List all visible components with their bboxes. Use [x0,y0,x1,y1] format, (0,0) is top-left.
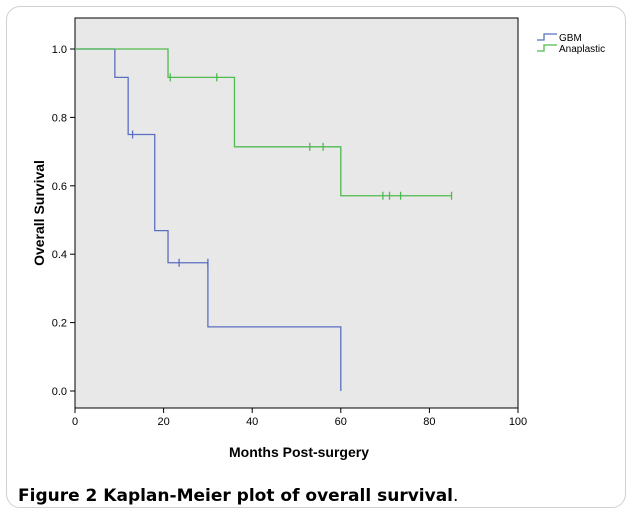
y-tick-label: 0.0 [52,386,67,398]
legend-label: GBM [559,33,582,44]
y-tick-label: 0.6 [52,181,67,193]
km-chart: 0.0 0.2 0.4 0.6 0.8 1.0 0 20 40 60 80 100 Overall … [31,17,605,460]
y-axis-label: Overall Survival [31,160,47,266]
legend-swatch [537,44,557,52]
legend-label: Anaplastic [559,44,605,55]
x-tick-label: 20 [157,416,169,428]
plot-area [74,17,519,409]
y-tick-label: 1.0 [52,44,67,56]
y-axis: 0.0 0.2 0.4 0.6 0.8 1.0 [52,44,75,398]
y-tick-label: 0.2 [52,318,67,330]
x-tick-label: 0 [72,416,78,428]
x-tick-label: 60 [335,416,347,428]
y-tick-label: 0.4 [52,249,67,261]
x-axis-label: Months Post-surgery [229,444,369,460]
figure-caption: Figure 2 Kaplan-Meier plot of overall su… [18,486,458,506]
x-tick-label: 40 [246,416,258,428]
caption-label: Figure 2 [18,486,98,506]
series-line-anaplastic [75,48,452,197]
x-tick-label: 100 [509,416,527,428]
y-tick-label: 0.8 [52,112,67,124]
caption-end: . [453,486,459,506]
survival-curves [75,48,453,391]
legend-swatch [537,33,557,41]
series-line-gbm [75,48,342,391]
x-axis: 0 20 40 60 80 100 [72,408,527,428]
caption-text: Kaplan-Meier plot of overall survival [97,486,453,506]
x-tick-label: 80 [423,416,435,428]
